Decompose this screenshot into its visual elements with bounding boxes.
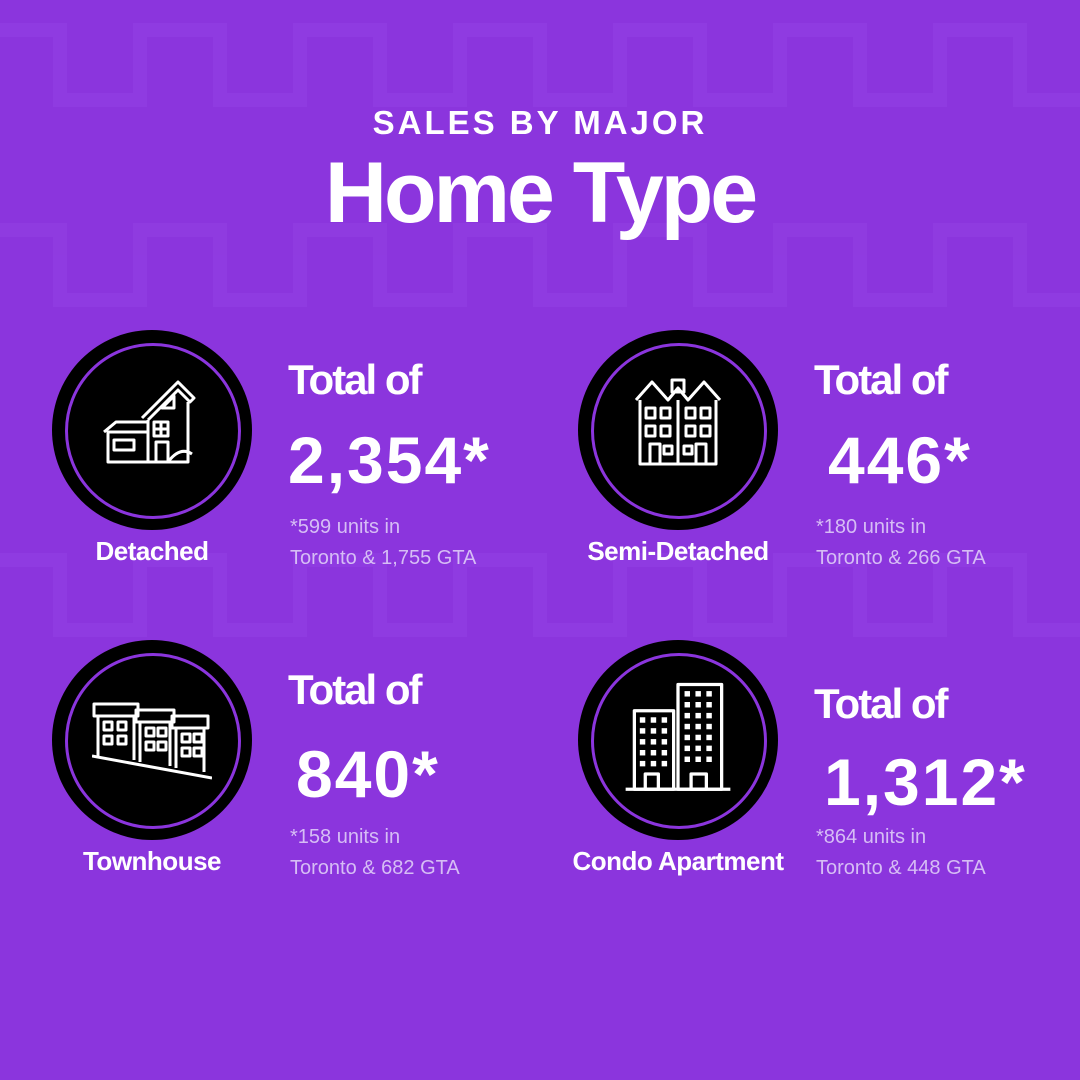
icon-badge [52,640,252,840]
breakdown-line: *158 units in [290,826,401,848]
semi-detached-house-icon [634,378,722,466]
breakdown-line: *599 units in [290,516,401,538]
total-label: Total of [814,356,949,403]
breakdown-line: *180 units in [816,516,927,538]
home-type-label: Townhouse [82,846,222,876]
condo-building-icon [625,682,731,791]
home-type-label: Semi-Detached [587,536,769,566]
total-label: Total of [288,356,423,403]
card-semi-detached: Semi-Detached Total of 446* *180 units i… [578,330,1080,600]
total-label: Total of [814,680,949,727]
breakdown-line: Toronto & 448 GTA [816,857,986,879]
badge-ring [65,653,241,829]
icon-badge [52,330,252,530]
badge-ring [591,653,767,829]
units-breakdown: *864 units in Toronto & 448 GTA [816,822,1080,884]
page-title: Home Type [324,145,758,241]
icon-badge [578,640,778,840]
total-value: 1,312* [824,745,1027,819]
badge-ring [591,343,767,519]
units-breakdown: *180 units in Toronto & 266 GTA [816,512,1080,574]
card-condo-apartment: Condo Apartment Total of 1,312* *864 uni… [572,640,1080,910]
home-type-label: Detached [95,536,209,566]
total-value: 2,354* [288,423,491,497]
townhouse-icon [92,702,212,780]
units-breakdown: *599 units in Toronto & 1,755 GTA [290,512,570,574]
breakdown-line: Toronto & 266 GTA [816,547,986,569]
total-value: 446* [828,423,972,497]
page-kicker: SALES BY MAJOR [372,104,708,141]
badge-ring [65,343,241,519]
total-value: 840* [296,737,440,811]
detached-house-icon [103,380,196,464]
home-type-label: Condo Apartment [572,846,784,876]
total-label: Total of [288,666,423,713]
breakdown-line: Toronto & 1,755 GTA [290,547,477,569]
breakdown-line: Toronto & 682 GTA [290,857,460,879]
breakdown-line: *864 units in [816,826,927,848]
card-detached: Detached Total of 2,354* *599 units in T… [52,330,572,600]
units-breakdown: *158 units in Toronto & 682 GTA [290,822,570,884]
card-townhouse: Townhouse Total of 840* *158 units in To… [52,640,572,910]
icon-badge [578,330,778,530]
